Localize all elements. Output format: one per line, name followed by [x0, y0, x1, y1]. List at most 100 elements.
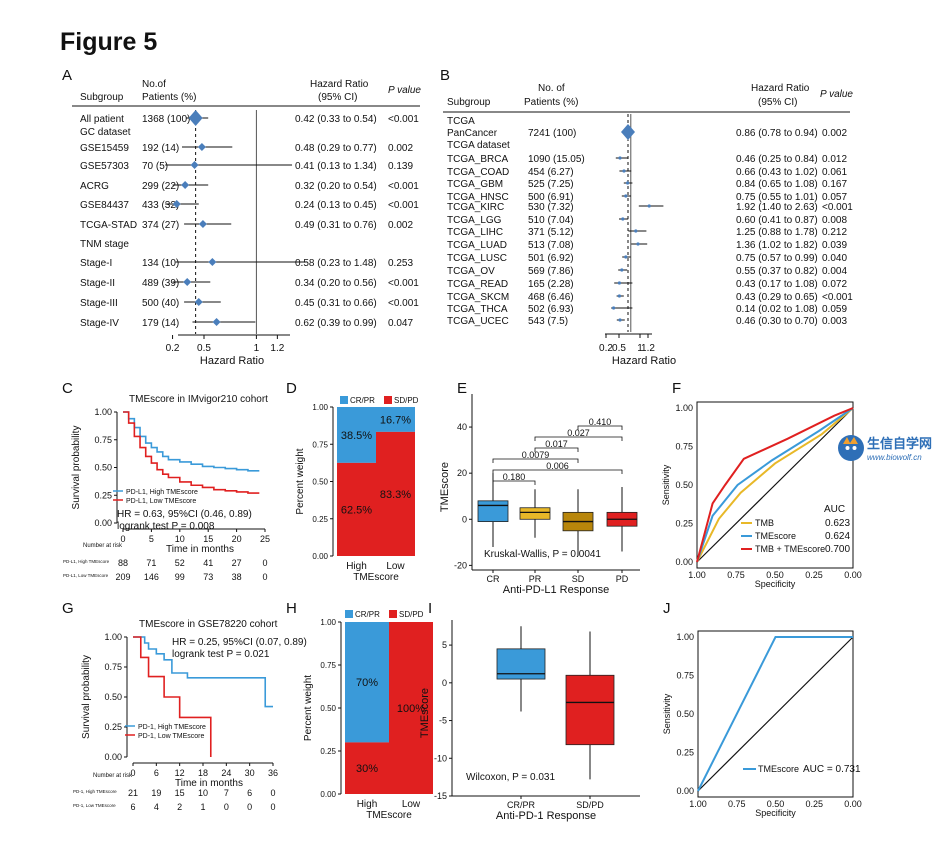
y-tick-label: 0.25 [312, 515, 328, 524]
forest-row-p: 0.212 [822, 227, 847, 238]
x-tick-label: 0.00 [844, 570, 862, 580]
y-tick-label: 0.00 [320, 790, 336, 799]
box-iqr [565, 674, 615, 746]
forest-row-p: 0.167 [822, 179, 847, 190]
y-tick-label: 0.50 [312, 478, 328, 487]
y-tick-label: 0.75 [104, 662, 122, 672]
roc-curve [696, 407, 854, 563]
x-tick-label: 0.2 [599, 343, 613, 354]
subgroup-header: GC dataset [80, 127, 131, 138]
forest-row-label: TCGA_BRCA [447, 154, 508, 165]
auc-value: 0.623 [825, 518, 850, 529]
risk-count: 88 [118, 558, 128, 568]
forest-row-n: 510 (7.04) [528, 215, 574, 226]
forest-row-hr: 0.62 (0.39 to 0.99) [295, 318, 377, 329]
km-title: TMEscore in IMvigor210 cohort [129, 394, 268, 405]
logrank-text: logrank test P = 0.021 [172, 649, 270, 660]
forest-row-p: 0.253 [388, 258, 413, 269]
x-tick-label: 1.00 [689, 799, 707, 809]
x-tick-label: 0.00 [844, 799, 862, 809]
forest-row-label: TCGA_THCA [447, 304, 508, 315]
auc-value: 0.700 [825, 544, 850, 555]
forest-row-label: All patient [80, 114, 124, 125]
risk-count: 7 [224, 788, 229, 798]
forest-point [620, 268, 624, 272]
y-tick-label: 40 [457, 422, 467, 432]
col-header-no: No. of [538, 83, 565, 94]
risk-count: 73 [203, 572, 213, 582]
forest-row-n: 192 (14) [142, 143, 179, 154]
forest-row-hr: 0.55 (0.37 to 0.82) [736, 266, 818, 277]
forest-row-p: <0.001 [388, 200, 419, 211]
y-tick-label: 0.50 [675, 480, 693, 490]
forest-row-p: 0.002 [822, 128, 847, 139]
forest-row-n: 1090 (15.05) [528, 154, 585, 165]
forest-point [212, 318, 221, 326]
y-tick-label: 5 [442, 640, 447, 650]
x-tick-label: 1 [637, 343, 643, 354]
forest-row-n: 543 (7.5) [528, 316, 568, 327]
panel-letter: F [672, 380, 681, 397]
risk-row-label: PD-L1, High TMEscore [63, 559, 110, 564]
forest-row-n: 1368 (100) [142, 114, 190, 125]
x-tick-label: 0.5 [612, 343, 626, 354]
risk-count: 0 [224, 802, 229, 812]
bar-segment-crpr [376, 407, 415, 432]
x-tick-label: 0.75 [727, 570, 745, 580]
risk-count: 0 [270, 802, 275, 812]
y-tick-label: 1.00 [320, 618, 336, 627]
panel-letter: E [457, 380, 467, 397]
forest-row-hr: 0.14 (0.02 to 1.08) [736, 304, 818, 315]
y-tick-label: 0.25 [104, 722, 122, 732]
legend-label: TMEscore [755, 531, 796, 541]
col-header-patients: Patients (%) [524, 97, 578, 108]
y-tick-label: 0.25 [94, 490, 112, 500]
y-tick-label: 0.00 [676, 786, 694, 796]
plot-frame [696, 401, 854, 569]
forest-row-n: 468 (6.46) [528, 292, 574, 303]
forest-row-hr: 0.46 (0.30 to 0.70) [736, 316, 818, 327]
significance-p-label: 0.0079 [522, 450, 550, 460]
forest-point [197, 143, 206, 151]
forest-row-label: Stage-II [80, 278, 115, 289]
risk-count: 2 [177, 802, 182, 812]
bar-data-label: 62.5% [341, 504, 372, 516]
x-axis-label: Anti-PD-1 Response [496, 810, 596, 822]
y-axis-label: Survival probability [71, 426, 82, 510]
y-tick-label: 0.00 [675, 557, 693, 567]
forest-row-label: TCGA_COAD [447, 167, 509, 178]
forest-point [208, 258, 217, 266]
bar-data-label: 30% [356, 763, 378, 775]
panel-letter: A [62, 67, 72, 84]
x-tick-label: High [357, 799, 378, 810]
legend-label: TMB [755, 518, 774, 528]
legend-swatch-sdpd [389, 610, 397, 618]
auc-text: AUC = 0.731 [803, 764, 861, 775]
y-tick-label: 0 [442, 678, 447, 688]
forest-row-label: TCGA_KIRC [447, 202, 504, 213]
forest-row-hr: 0.66 (0.43 to 1.02) [736, 167, 818, 178]
forest-row-hr: 0.75 (0.57 to 0.99) [736, 253, 818, 264]
forest-row-hr: 0.34 (0.20 to 0.56) [295, 278, 377, 289]
x-tick-label: 36 [268, 768, 278, 778]
forest-row-hr: 1.25 (0.88 to 1.78) [736, 227, 818, 238]
forest-row-n: 374 (27) [142, 220, 179, 231]
subgroup-header: TNM stage [80, 239, 129, 250]
forest-row-label: TCGA-STAD [80, 220, 137, 231]
significance-p-label: 0.027 [567, 428, 590, 438]
y-tick-label: -20 [454, 560, 467, 570]
panel-letter: D [286, 380, 297, 397]
forest-row-hr: 0.43 (0.17 to 1.08) [736, 279, 818, 290]
forest-row-label: TCGA_LUAD [447, 240, 507, 251]
forest-row-p: 0.012 [822, 154, 847, 165]
forest-row-hr: 0.42 (0.33 to 0.54) [295, 114, 377, 125]
forest-row-hr: 0.43 (0.29 to 0.65) [736, 292, 818, 303]
forest-row-p: 0.039 [822, 240, 847, 251]
forest-row-label: TCGA_HNSC [447, 192, 509, 203]
col-header-subgroup: Subgroup [447, 97, 491, 108]
risk-row-label: PD-L1, Low TMEscore [63, 573, 109, 578]
risk-count: 6 [247, 788, 252, 798]
y-tick-label: 0.50 [94, 463, 112, 473]
col-header-hazard-ratio: Hazard Ratio [751, 83, 810, 94]
forest-point [181, 181, 190, 189]
